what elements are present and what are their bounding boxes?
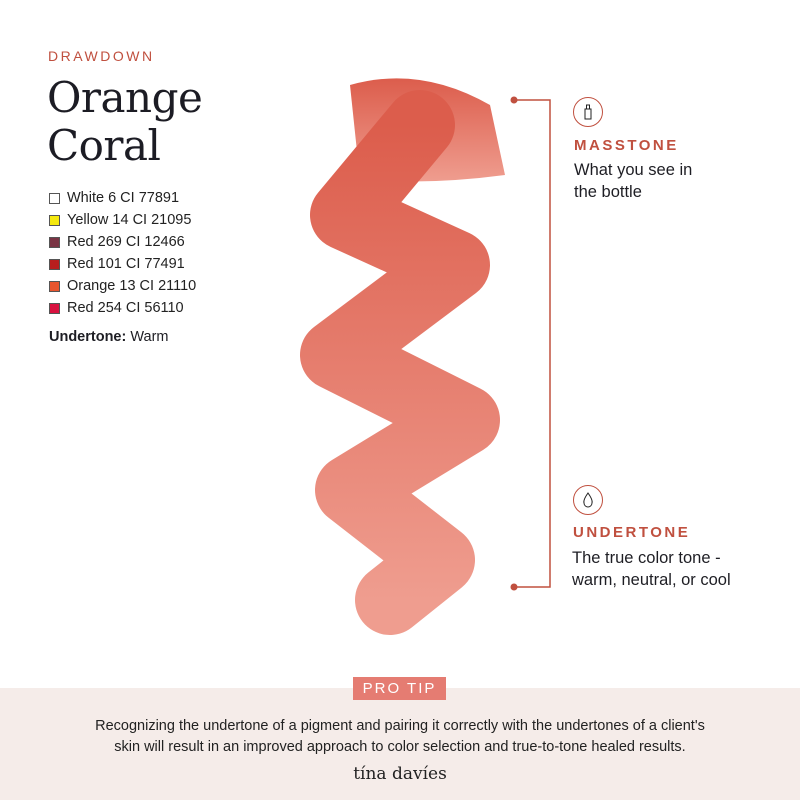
undertone-heading: UNDERTONE [573, 524, 691, 541]
pigment-swatch [49, 258, 60, 270]
pigment-item: Yellow 14 CI 21095 [49, 209, 196, 231]
pro-tip-badge: PRO TIP [353, 677, 446, 700]
bottle-icon [573, 97, 603, 127]
pigment-item: Red 101 CI 77491 [49, 253, 196, 275]
pigment-item: Orange 13 CI 21110 [49, 275, 196, 297]
pro-tip-panel [0, 688, 800, 800]
pigment-item: Red 254 CI 56110 [49, 297, 196, 319]
pigment-label: Red 269 CI 12466 [67, 234, 185, 250]
pigment-list: White 6 CI 77891 Yellow 14 CI 21095 Red … [49, 187, 196, 319]
masstone-line-1: What you see in [574, 161, 693, 179]
pigment-swatch [49, 214, 60, 226]
pigment-swatch [49, 192, 60, 204]
droplet-icon [573, 485, 603, 515]
pigment-label: Red 101 CI 77491 [67, 256, 185, 272]
bracket-dot-top [510, 96, 518, 104]
title-line-1: Orange [47, 73, 203, 122]
pigment-label: White 6 CI 77891 [67, 190, 180, 206]
title-line-2: Coral [47, 121, 161, 170]
undertone-value: Warm [130, 329, 169, 345]
bracket-line [514, 99, 551, 588]
section-eyebrow: DRAWDOWN [48, 48, 155, 64]
pigment-label: Red 254 CI 56110 [67, 300, 184, 316]
tip-line-1: Recognizing the undertone of a pigment a… [95, 718, 705, 734]
undertone-summary: Undertone: Warm [49, 329, 169, 345]
pro-tip-text: Recognizing the undertone of a pigment a… [40, 716, 760, 758]
undertone-line-1: The true color tone - [572, 549, 721, 567]
page-title: Orange Coral [47, 73, 203, 170]
pigment-swatch [49, 280, 60, 292]
brand-logo: tína davíes [353, 764, 447, 784]
pigment-item: Red 269 CI 12466 [49, 231, 196, 253]
undertone-line-2: warm, neutral, or cool [572, 571, 731, 589]
pigment-item: White 6 CI 77891 [49, 187, 196, 209]
pigment-label: Yellow 14 CI 21095 [67, 212, 192, 228]
masstone-line-2: the bottle [574, 183, 642, 201]
drawdown-swatch [300, 78, 551, 635]
tip-line-2: skin will result in an improved approach… [114, 739, 686, 755]
pigment-swatch [49, 236, 60, 248]
masstone-description: What you see in the bottle [574, 159, 692, 203]
swatch-stroke [300, 90, 500, 635]
undertone-description: The true color tone - warm, neutral, or c… [572, 547, 731, 591]
pigment-label: Orange 13 CI 21110 [67, 278, 197, 294]
pigment-swatch [49, 302, 60, 314]
masstone-label: MASSTONE [574, 137, 679, 154]
undertone-label: Undertone: [49, 329, 127, 345]
bracket-dot-bottom [510, 583, 518, 591]
